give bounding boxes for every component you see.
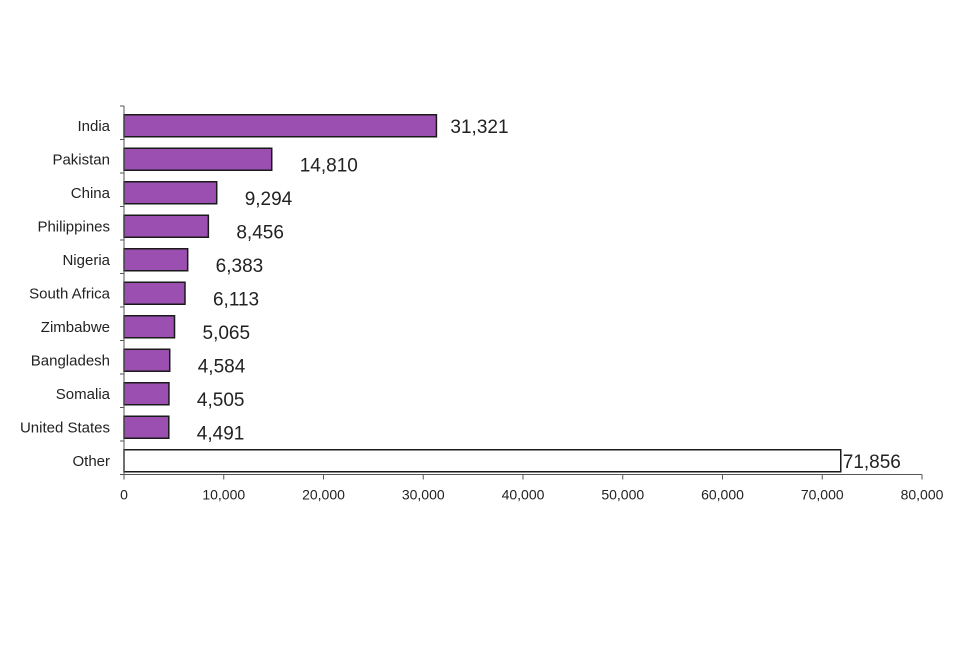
category-label-nigeria: Nigeria xyxy=(62,252,110,269)
x-tick-label-10000: 10,000 xyxy=(202,487,245,503)
bar-pakistan xyxy=(123,147,273,171)
value-label-somalia: 4,505 xyxy=(197,390,245,411)
bar-philippines xyxy=(123,214,210,238)
bar-united-states xyxy=(123,415,170,439)
bar-somalia xyxy=(123,382,170,406)
x-tick-label-80000: 80,000 xyxy=(901,487,944,503)
value-label-zimbabwe: 5,065 xyxy=(203,323,251,344)
value-label-bangladesh: 4,584 xyxy=(198,356,246,377)
category-label-bangladesh: Bangladesh xyxy=(31,352,110,369)
value-label-nigeria: 6,383 xyxy=(216,256,264,277)
category-label-other: Other xyxy=(72,453,110,470)
bar-nigeria xyxy=(123,248,189,272)
category-label-pakistan: Pakistan xyxy=(52,151,110,168)
x-tick-label-0: 0 xyxy=(120,487,128,503)
bar-china xyxy=(123,181,218,205)
value-label-south-africa: 6,113 xyxy=(213,289,259,310)
bar-bangladesh xyxy=(123,348,171,372)
category-label-united-states: United States xyxy=(20,419,110,436)
category-label-south-africa: South Africa xyxy=(29,285,111,302)
x-tick-label-60000: 60,000 xyxy=(701,487,744,503)
value-label-united-states: 4,491 xyxy=(197,423,245,444)
category-label-zimbabwe: Zimbabwe xyxy=(41,319,110,336)
x-tick-label-70000: 70,000 xyxy=(801,487,844,503)
category-label-china: China xyxy=(71,185,111,202)
x-tick-label-20000: 20,000 xyxy=(302,487,345,503)
value-label-pakistan: 14,810 xyxy=(300,155,358,176)
category-label-philippines: Philippines xyxy=(37,218,110,235)
bar-zimbabwe xyxy=(123,315,176,339)
category-label-india: India xyxy=(77,118,110,135)
value-label-china: 9,294 xyxy=(245,189,293,210)
bar-south-africa xyxy=(123,281,186,305)
value-label-philippines: 8,456 xyxy=(236,222,284,243)
axes-layer xyxy=(120,105,923,480)
bar-india xyxy=(123,114,438,138)
x-tick-label-50000: 50,000 xyxy=(601,487,644,503)
category-label-somalia: Somalia xyxy=(56,386,111,403)
value-label-other: 71,856 xyxy=(843,452,901,473)
labels-layer: India 31,321 Pakistan 14,810 China 9,294 Phili… xyxy=(20,117,944,503)
x-tick-label-40000: 40,000 xyxy=(502,487,545,503)
value-label-india: 31,321 xyxy=(450,117,508,138)
bar-other xyxy=(123,449,842,473)
x-tick-label-30000: 30,000 xyxy=(402,487,445,503)
